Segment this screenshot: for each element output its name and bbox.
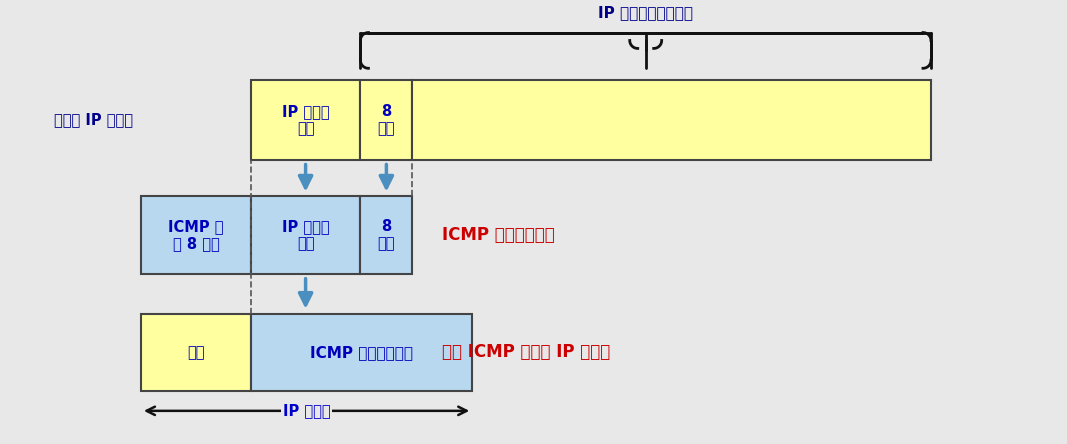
Text: IP 数据报的数据字段: IP 数据报的数据字段	[599, 6, 694, 20]
Bar	[412, 80, 931, 160]
Text: IP 数据报
首部: IP 数据报 首部	[282, 219, 330, 251]
Bar	[141, 196, 251, 274]
Text: ICMP 差错报告报文: ICMP 差错报告报文	[442, 226, 555, 244]
Bar	[361, 80, 412, 160]
Bar	[251, 196, 361, 274]
Text: ICMP 的
前 8 字节: ICMP 的 前 8 字节	[169, 219, 224, 251]
Text: 8
字节: 8 字节	[378, 219, 395, 251]
Text: 收到的 IP 数据报: 收到的 IP 数据报	[54, 112, 133, 127]
Bar	[251, 80, 361, 160]
Text: ICMP 差错报告报文: ICMP 差错报告报文	[309, 345, 413, 360]
Text: IP 数据报
首部: IP 数据报 首部	[282, 104, 330, 136]
Bar	[251, 313, 473, 391]
Text: 装入 ICMP 报文的 IP 数据报: 装入 ICMP 报文的 IP 数据报	[442, 343, 610, 361]
Text: IP 数据报: IP 数据报	[283, 403, 331, 418]
Bar	[361, 196, 412, 274]
Bar	[141, 313, 251, 391]
Text: 首部: 首部	[187, 345, 205, 360]
Text: 8
字节: 8 字节	[378, 104, 395, 136]
